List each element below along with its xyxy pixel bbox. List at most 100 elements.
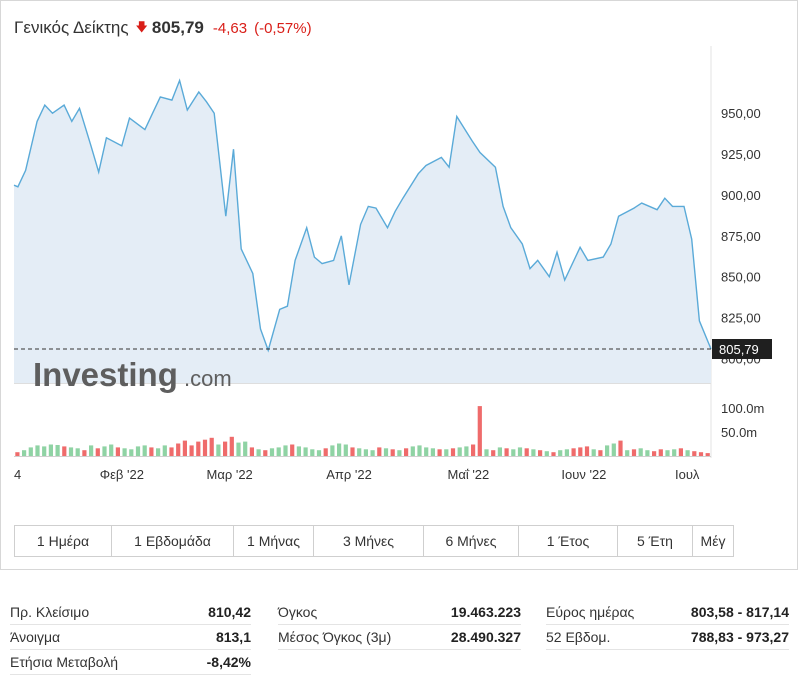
volume-bar [209, 437, 214, 456]
volume-bar [95, 448, 100, 456]
volume-bar [102, 446, 107, 456]
volume-bar [62, 446, 67, 456]
current-price-text: 805,79 [719, 342, 759, 357]
price-line [13, 78, 712, 353]
volume-bar [638, 448, 643, 456]
stats-row: 52 Εβδομ. 788,83 - 973,27 [546, 625, 789, 650]
stats-value: 28.490.327 [450, 629, 521, 645]
stats-row: Όγκος 19.463.223 [278, 600, 521, 625]
volume-bar [82, 450, 87, 456]
chart-widget: Γενικός Δείκτης 🡇 805,79 -4,63 (-0,57%) … [0, 0, 798, 570]
volume-bar [276, 447, 281, 456]
timeframe-button[interactable]: 1 Ημέρα [15, 526, 112, 556]
stats-value: 803,58 - 817,14 [690, 604, 789, 620]
volume-bar [216, 444, 221, 456]
volume-bar [256, 449, 261, 456]
volume-bar [678, 448, 683, 456]
stats-label: Εύρος ημέρας [546, 604, 635, 620]
volume-bar [182, 440, 187, 456]
price-area-fill [14, 80, 711, 383]
stats-label: Άνοιγμα [10, 629, 61, 645]
volume-bar [571, 448, 576, 456]
volume-bar [42, 446, 47, 456]
x-tick-label: Μαΐ '22 [447, 467, 489, 482]
volume-bar [370, 450, 375, 456]
stats-value: 810,42 [208, 604, 251, 620]
volume-bar [122, 448, 127, 456]
timeframe-button[interactable]: 6 Μήνες [424, 526, 519, 556]
volume-bar [564, 449, 569, 456]
volume-bar [68, 447, 74, 456]
volume-bar [189, 445, 194, 456]
volume-bar [55, 445, 60, 456]
volume-bar [511, 449, 516, 456]
down-arrow-icon: 🡇 [135, 19, 148, 34]
volume-bar [517, 447, 523, 456]
stats-value: 788,83 - 973,27 [690, 629, 789, 645]
volume-bar [249, 447, 254, 456]
stats-label: Πρ. Κλείσιμο [10, 604, 90, 620]
timeframe-button[interactable]: 3 Μήνες [314, 526, 424, 556]
stats-label: 52 Εβδομ. [546, 629, 611, 645]
volume-bar [551, 452, 556, 456]
timeframe-button[interactable]: 1 Έτος [519, 526, 618, 556]
price-chart[interactable]: Investing .com 950,00 925,00 900,00 875,00 8… [1, 1, 799, 521]
volume-bar [229, 436, 234, 456]
stats-value: -8,42% [206, 654, 251, 670]
volume-bar [135, 446, 141, 456]
index-title: Γενικός Δείκτης [14, 18, 129, 37]
volume-bar [223, 441, 228, 456]
volume-bar [115, 447, 120, 456]
volume-bar [290, 444, 295, 456]
stats-column-1: Πρ. Κλείσιμο 810,42 Άνοιγμα 813,1 Ετήσια Μετ… [10, 600, 251, 675]
timeframe-button[interactable]: 1 Εβδομάδα [112, 526, 234, 556]
last-price: 805,79 [151, 18, 204, 37]
volume-bar [283, 445, 288, 456]
volume-bar [303, 447, 308, 456]
timeframe-selector: 1 Ημέρα 1 Εβδομάδα 1 Μήνας 3 Μήνες 6 Μήνες 1 … [14, 525, 734, 557]
timeframe-button[interactable]: 1 Μήνας [234, 526, 314, 556]
volume-bar [410, 446, 415, 456]
volume-bar [598, 450, 603, 456]
volume-bar [310, 449, 315, 456]
volume-bar [457, 447, 462, 456]
volume-bar [129, 449, 134, 456]
stats-row: Μέσος Όγκος (3μ) 28.490.327 [278, 625, 521, 650]
current-price-label: 805,79 [712, 339, 772, 360]
volume-bar [236, 442, 241, 456]
volume-bar [397, 450, 402, 456]
volume-bar [430, 448, 435, 456]
timeframe-button[interactable]: 5 Έτη [618, 526, 693, 556]
x-tick-label: Φεβ '22 [100, 467, 144, 482]
watermark-brand: Investing [33, 356, 178, 393]
volume-bar [377, 447, 382, 456]
volume-bar [504, 448, 509, 456]
volume-bar [631, 449, 637, 456]
y-tick-label: 900,00 [721, 188, 761, 203]
volume-bar [176, 443, 181, 456]
x-tick-label: Ιουλ [675, 467, 700, 482]
volume-bar [625, 450, 630, 456]
volume-bar [196, 441, 201, 456]
volume-bar [611, 443, 616, 456]
watermark-suffix: .com [184, 366, 232, 391]
volume-bar [685, 450, 690, 456]
volume-bar [162, 445, 167, 456]
volume-bar [424, 447, 429, 456]
stats-row: Άνοιγμα 813,1 [10, 625, 251, 650]
volume-bar [75, 448, 80, 456]
price-area-series [13, 78, 712, 383]
volume-bar [471, 444, 476, 456]
volume-bar [15, 452, 20, 456]
volume-bar [705, 453, 710, 456]
volume-bar [578, 447, 583, 456]
volume-bar [491, 450, 496, 456]
y-tick-label: 875,00 [721, 229, 761, 244]
volume-bar [464, 446, 469, 456]
volume-bar [202, 439, 208, 456]
stats-value: 813,1 [215, 629, 251, 645]
volume-bar [484, 449, 489, 456]
volume-bar [652, 451, 657, 456]
timeframe-button[interactable]: Μέγ [700, 533, 726, 549]
stats-row: Εύρος ημέρας 803,58 - 817,14 [546, 600, 789, 625]
